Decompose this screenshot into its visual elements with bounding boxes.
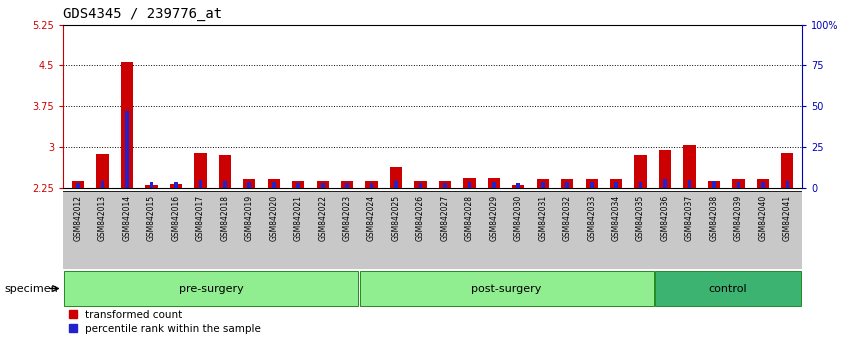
Text: GSM842021: GSM842021 — [294, 195, 303, 241]
Bar — [492, 182, 496, 188]
Bar — [439, 181, 451, 310]
Text: GSM842018: GSM842018 — [220, 195, 229, 241]
Bar — [248, 182, 251, 188]
Bar — [76, 183, 80, 188]
Bar — [610, 179, 623, 310]
Bar — [688, 180, 691, 188]
Legend: transformed count, percentile rank within the sample: transformed count, percentile rank withi… — [69, 310, 261, 334]
Text: GSM842032: GSM842032 — [563, 195, 572, 241]
Text: GSM842029: GSM842029 — [489, 195, 498, 241]
Bar — [267, 179, 280, 310]
Bar — [146, 185, 157, 310]
Text: GSM842026: GSM842026 — [416, 195, 425, 241]
Bar — [781, 153, 794, 310]
Text: GSM842034: GSM842034 — [612, 195, 621, 241]
Text: GSM842025: GSM842025 — [392, 195, 400, 241]
Bar — [96, 154, 108, 310]
Bar — [464, 178, 475, 310]
Bar — [733, 179, 744, 310]
Bar — [585, 179, 598, 310]
Bar — [684, 145, 695, 310]
Bar — [199, 180, 202, 188]
Text: GSM842038: GSM842038 — [710, 195, 718, 241]
Text: GSM842013: GSM842013 — [98, 195, 107, 241]
Bar — [512, 185, 525, 310]
Bar — [101, 181, 104, 188]
Bar — [365, 181, 377, 310]
Bar — [659, 150, 671, 310]
Bar — [321, 183, 325, 188]
Bar — [614, 182, 618, 188]
Bar — [394, 181, 398, 188]
Bar — [468, 182, 471, 188]
Bar — [761, 182, 765, 188]
Text: GSM842027: GSM842027 — [441, 195, 449, 241]
Bar — [121, 62, 133, 310]
Bar — [737, 182, 740, 188]
Bar — [125, 111, 129, 188]
Bar — [341, 181, 354, 310]
Text: specimen: specimen — [4, 284, 58, 293]
Text: GSM842014: GSM842014 — [123, 195, 131, 241]
Bar — [712, 181, 716, 188]
Text: pre-surgery: pre-surgery — [179, 284, 244, 293]
Bar — [272, 182, 276, 188]
Text: GDS4345 / 239776_at: GDS4345 / 239776_at — [63, 7, 222, 21]
Bar — [443, 183, 447, 188]
Text: GSM842022: GSM842022 — [318, 195, 327, 241]
Text: GSM842036: GSM842036 — [661, 195, 669, 241]
Text: GSM842030: GSM842030 — [514, 195, 523, 241]
Text: GSM842012: GSM842012 — [74, 195, 83, 241]
Bar — [174, 182, 178, 188]
Bar — [708, 181, 720, 310]
Bar — [316, 181, 329, 310]
Text: GSM842017: GSM842017 — [196, 195, 205, 241]
Bar — [541, 182, 545, 188]
Bar — [565, 182, 569, 188]
Bar — [345, 183, 349, 188]
Bar — [419, 183, 422, 188]
Bar — [415, 181, 426, 310]
Text: GSM842028: GSM842028 — [465, 195, 474, 241]
Bar — [390, 167, 402, 310]
Bar — [195, 153, 206, 310]
Bar — [360, 272, 654, 306]
Text: GSM842031: GSM842031 — [538, 195, 547, 241]
Text: GSM842023: GSM842023 — [343, 195, 352, 241]
Bar — [663, 179, 667, 188]
Text: GSM842039: GSM842039 — [734, 195, 743, 241]
Bar — [150, 182, 153, 188]
Text: GSM842033: GSM842033 — [587, 195, 596, 241]
Bar — [72, 181, 85, 310]
Bar — [223, 181, 227, 188]
Text: GSM842041: GSM842041 — [783, 195, 792, 241]
Bar — [170, 184, 182, 310]
Bar — [243, 179, 255, 310]
Text: GSM842019: GSM842019 — [244, 195, 254, 241]
Bar — [634, 155, 646, 310]
Text: GSM842016: GSM842016 — [172, 195, 180, 241]
Text: GSM842020: GSM842020 — [269, 195, 278, 241]
Text: GSM842024: GSM842024 — [367, 195, 376, 241]
Text: post-surgery: post-surgery — [471, 284, 541, 293]
Bar — [639, 182, 642, 188]
Bar — [370, 183, 373, 188]
Text: control: control — [709, 284, 748, 293]
Bar — [785, 181, 789, 188]
Text: GSM842037: GSM842037 — [685, 195, 694, 241]
Text: GSM842040: GSM842040 — [758, 195, 767, 241]
Text: GSM842035: GSM842035 — [636, 195, 645, 241]
Bar — [561, 179, 574, 310]
Bar — [488, 178, 500, 310]
Bar — [219, 155, 231, 310]
Bar — [590, 182, 594, 188]
Bar — [655, 272, 801, 306]
Bar — [64, 272, 358, 306]
Bar — [517, 183, 520, 188]
Bar — [296, 183, 300, 188]
Bar — [757, 179, 769, 310]
Bar — [536, 179, 549, 310]
Text: GSM842015: GSM842015 — [147, 195, 156, 241]
Bar — [292, 181, 305, 310]
